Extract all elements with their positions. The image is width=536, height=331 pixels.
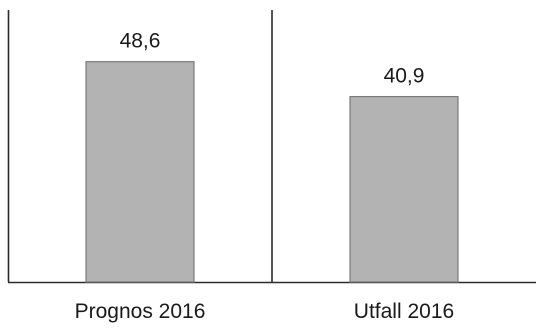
data-label-1: 48,6	[120, 30, 161, 53]
data-label-2: 40,9	[384, 65, 425, 88]
bar-2	[349, 95, 459, 283]
labels: 48,6 Prognos 2016 40,9 Utfall 2016	[75, 30, 455, 323]
bar-1	[85, 61, 195, 283]
category-label-1: Prognos 2016	[75, 300, 206, 323]
category-label-2: Utfall 2016	[354, 300, 454, 323]
bars	[85, 61, 459, 283]
